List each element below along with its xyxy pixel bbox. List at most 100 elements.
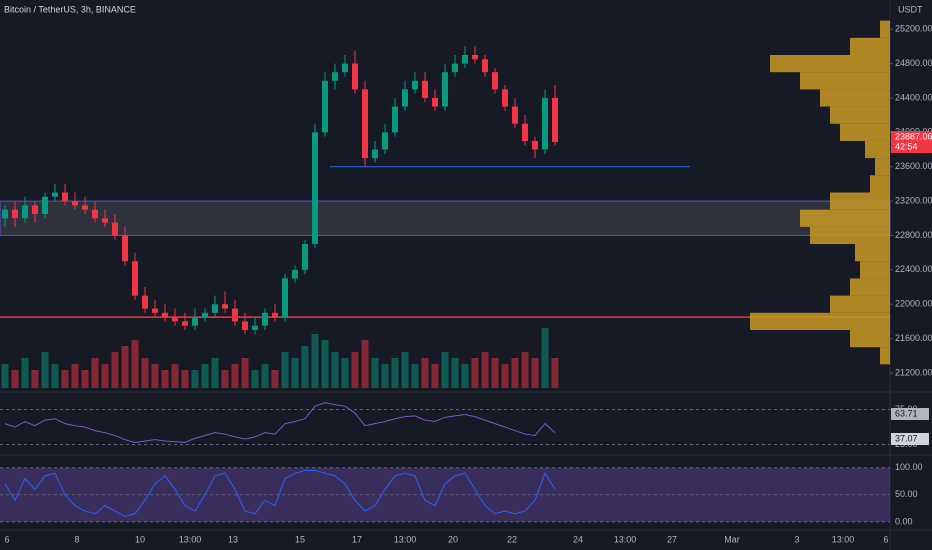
volume-bar xyxy=(341,358,349,388)
volume-bar xyxy=(441,352,449,388)
candle-body xyxy=(82,205,88,210)
candle-body xyxy=(2,209,8,219)
candle-body xyxy=(72,201,78,206)
volume-bar xyxy=(31,370,39,388)
volume-bar xyxy=(481,352,489,388)
candle-body xyxy=(442,72,448,107)
y-tick-label: 22400.00 xyxy=(895,264,932,274)
candle-body xyxy=(432,97,438,107)
candle-body xyxy=(352,63,358,90)
candle-body xyxy=(132,261,138,296)
volume-profile-bar xyxy=(855,244,890,262)
candle-body xyxy=(172,317,178,322)
candle-body xyxy=(452,63,458,73)
volume-bar xyxy=(271,370,279,388)
volume-profile-bar xyxy=(850,329,890,348)
volume-bar xyxy=(491,358,499,388)
candle-body xyxy=(342,63,348,73)
candle-body xyxy=(152,308,158,313)
candle-body xyxy=(142,295,148,309)
stoch-line xyxy=(4,469,556,518)
x-tick-label: Mar xyxy=(724,534,740,544)
x-tick-label: 17 xyxy=(352,534,362,544)
candle-body xyxy=(252,325,258,330)
volume-profile-bar xyxy=(875,158,890,176)
candle-body xyxy=(212,304,218,313)
candle-body xyxy=(422,80,428,98)
volume-profile-bar xyxy=(830,295,890,313)
volume-bar xyxy=(411,364,419,388)
candle-body xyxy=(182,321,188,326)
y-tick-label: 21200.00 xyxy=(895,367,932,377)
candle-body xyxy=(502,89,508,107)
candle-body xyxy=(42,196,48,214)
volume-profile-bar xyxy=(870,175,890,193)
candle-body xyxy=(282,278,288,318)
volume-bar xyxy=(41,352,49,388)
volume-bar xyxy=(511,358,519,388)
x-tick-label: 8 xyxy=(74,534,79,544)
x-tick-label: 24 xyxy=(573,534,583,544)
volume-bar xyxy=(91,358,99,388)
y-tick-label: 25200.00 xyxy=(895,24,932,34)
x-tick-label: 10 xyxy=(135,534,145,544)
volume-bar xyxy=(231,364,239,388)
volume-profile-bar xyxy=(880,347,890,365)
candle-body xyxy=(472,54,478,60)
volume-bar xyxy=(431,364,439,388)
volume-profile-bar xyxy=(850,37,890,55)
chart-title: Bitcoin / TetherUS, 3h, BINANCE xyxy=(4,4,136,14)
zone xyxy=(0,200,891,236)
volume-profile-bar xyxy=(840,123,890,141)
candle-body xyxy=(292,269,298,279)
x-tick-label: 13:00 xyxy=(394,534,417,544)
candle-body xyxy=(412,80,418,90)
volume-bar xyxy=(471,358,479,388)
candle-body xyxy=(462,54,468,64)
y-tick-label: 100.00 xyxy=(895,462,923,472)
x-tick-label: 6 xyxy=(883,534,888,544)
volume-bar xyxy=(291,358,299,388)
candle-body xyxy=(242,321,248,330)
price-tag-label: 23887.06 xyxy=(895,131,932,141)
volume-bar xyxy=(501,364,509,388)
volume-bar xyxy=(331,352,339,388)
volume-bar xyxy=(1,364,9,388)
candle-body xyxy=(512,106,518,124)
volume-bar xyxy=(361,340,369,388)
volume-profile-bar xyxy=(860,261,890,279)
volume-bar xyxy=(211,358,219,388)
volume-bar xyxy=(241,358,249,388)
countdown-label: 42:54 xyxy=(895,141,918,151)
y-tick-label: 24400.00 xyxy=(895,92,932,102)
y-tick-label: 24800.00 xyxy=(895,58,932,68)
rsi-line xyxy=(4,402,556,443)
candle-body xyxy=(372,149,378,159)
volume-bar xyxy=(281,352,289,388)
candle-body xyxy=(232,308,238,322)
volume-bar xyxy=(401,352,409,388)
candle-body xyxy=(392,106,398,133)
x-tick-label: 27 xyxy=(667,534,677,544)
volume-bar xyxy=(11,370,19,388)
candle-body xyxy=(522,123,528,141)
volume-bar xyxy=(311,334,319,388)
volume-bar xyxy=(111,352,119,388)
volume-bar xyxy=(541,328,549,388)
volume-bar xyxy=(61,370,69,388)
x-tick-label: 3 xyxy=(794,534,799,544)
candle-body xyxy=(92,209,98,219)
volume-bar xyxy=(71,364,79,388)
volume-profile-bar xyxy=(850,278,890,296)
volume-bar xyxy=(151,364,159,388)
candle-body xyxy=(22,205,28,219)
x-tick-label: 13:00 xyxy=(179,534,202,544)
volume-bar xyxy=(141,358,149,388)
candle-body xyxy=(332,72,338,81)
currency: USDT xyxy=(898,4,923,14)
volume-bar xyxy=(521,352,529,388)
volume-profile-bar xyxy=(830,106,890,124)
y-tick-label: 0.00 xyxy=(895,516,913,526)
